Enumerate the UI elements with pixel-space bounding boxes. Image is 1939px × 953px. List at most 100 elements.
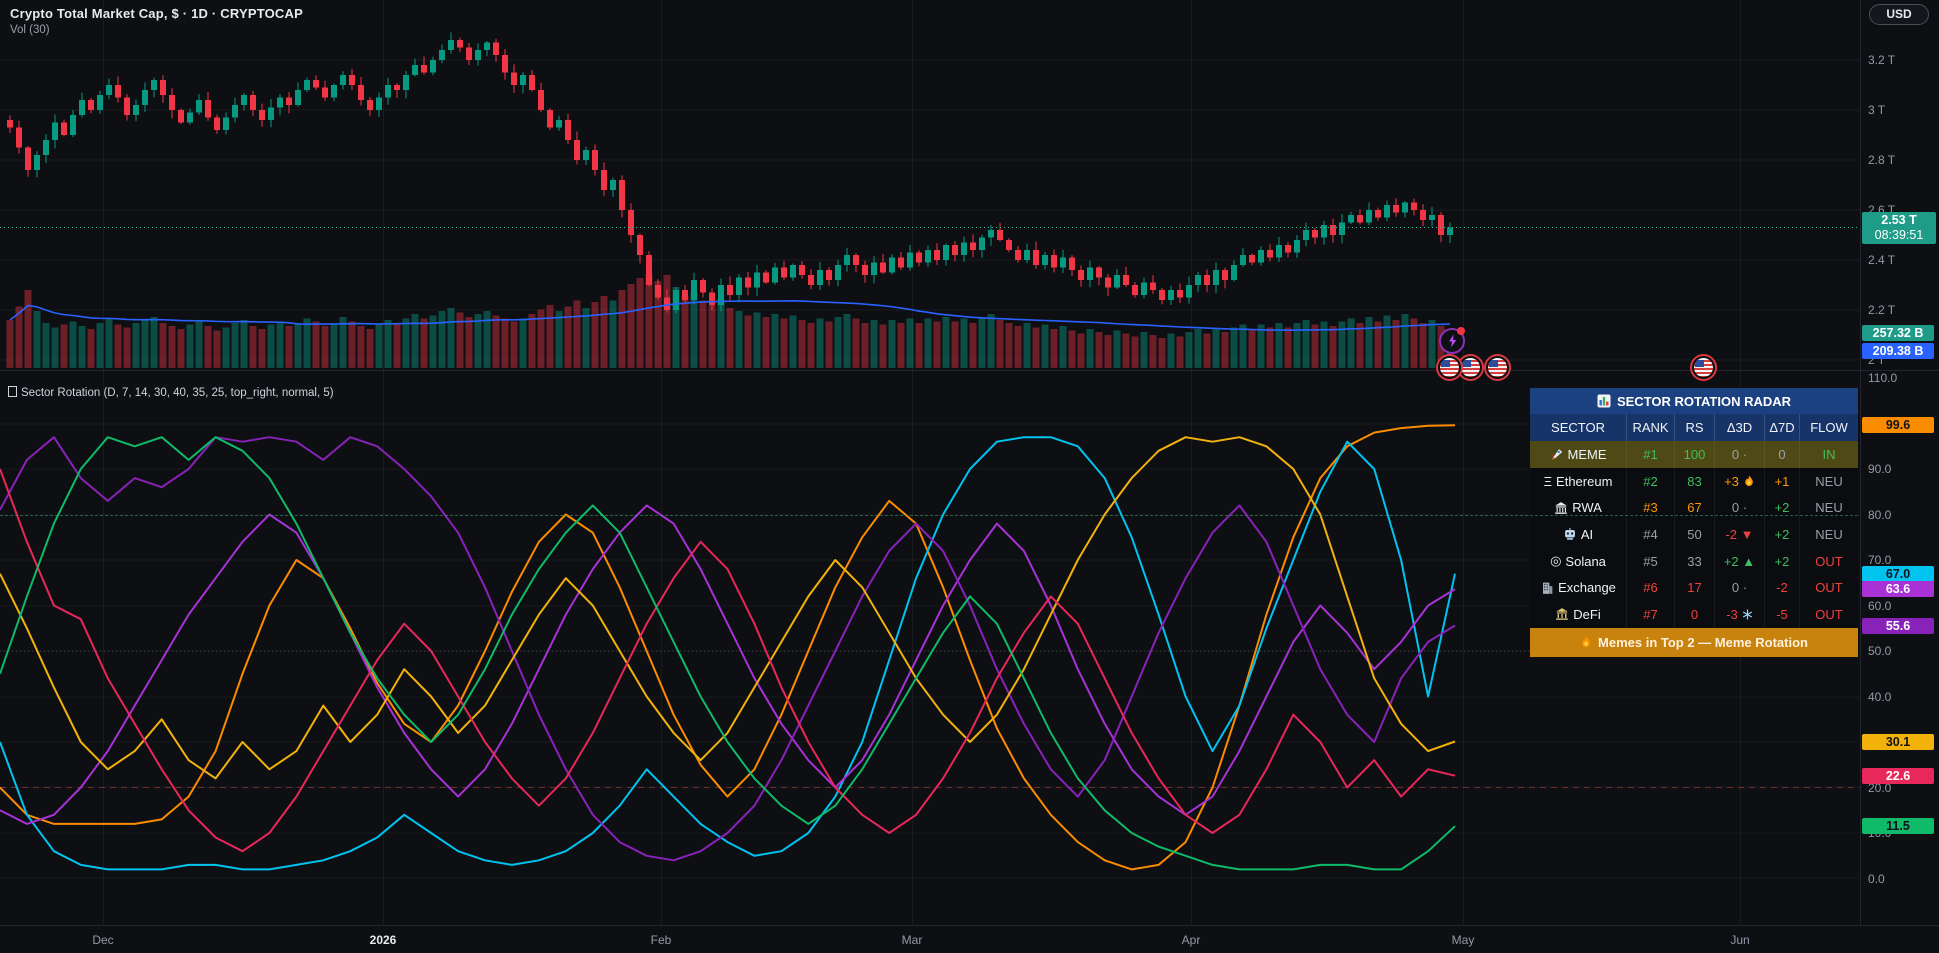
radar-col-sector: SECTOR: [1530, 414, 1627, 441]
indicator-value-badge: 67.0: [1862, 565, 1934, 582]
radar-cell: #1: [1627, 441, 1675, 468]
radar-cell: 67: [1675, 494, 1715, 522]
radar-cell: #7: [1627, 601, 1675, 628]
radar-row-rwa: RWA #3 67 0 · +2 NEU: [1530, 494, 1858, 522]
time-axis-label[interactable]: Jun: [1730, 933, 1750, 947]
radar-row-ai: AI #4 50 -2 ▼ +2 NEU: [1530, 521, 1858, 548]
pane-separator[interactable]: [0, 370, 1939, 371]
rocket-icon: [1550, 447, 1564, 461]
radar-cell: NEU: [1815, 526, 1843, 542]
last-price-badge: 2.53 T 08:39:51: [1862, 211, 1936, 244]
radar-cell: +1: [1765, 467, 1800, 495]
rotation-line-rwa[interactable]: [0, 504, 1456, 825]
chart-canvas[interactable]: [0, 0, 1939, 925]
us-flag: [1461, 358, 1480, 377]
radar-table-header: SECTOR RANK RS Δ3D Δ7D FLOW: [1530, 414, 1858, 441]
us-economic-event-flag-icon[interactable]: [1436, 354, 1463, 381]
radar-cell: +2 ▲: [1715, 547, 1765, 575]
time-axis-label[interactable]: Mar: [901, 933, 923, 947]
volume-ma-badge: 209.38 B: [1862, 343, 1934, 359]
time-axis-label[interactable]: May: [1451, 933, 1475, 947]
time-axis-separator: [0, 925, 1939, 926]
robot-icon: [1563, 527, 1577, 541]
radar-sector-cell: RWA: [1530, 494, 1627, 522]
time-axis-label[interactable]: Apr: [1181, 933, 1201, 947]
radar-col-δ3d: Δ3D: [1715, 414, 1765, 441]
rotation-line-defi[interactable]: [0, 436, 1456, 871]
indicator-axis-label: 90.0: [1868, 462, 1892, 476]
us-economic-event-flag-icon[interactable]: [1484, 354, 1511, 381]
indicator-axis-label: 40.0: [1868, 689, 1892, 704]
economic-event-alert-icon[interactable]: [1439, 327, 1465, 354]
time-axis-label[interactable]: Dec: [92, 933, 114, 947]
radar-cell: OUT: [1815, 580, 1843, 596]
indicator-value-badge: 22.6: [1862, 767, 1934, 784]
radar-cell: #2: [1627, 467, 1675, 495]
radar-sector-cell: Ξ Ethereum: [1530, 467, 1627, 495]
rotation-line-meme[interactable]: [0, 424, 1456, 871]
sector-rotation-indicator-label[interactable]: Sector Rotation (D, 7, 14, 30, 40, 35, 2…: [8, 386, 334, 399]
radar-row-solana: ◎ Solana #5 33 +2 ▲ +2 OUT: [1530, 547, 1858, 575]
us-economic-event-flag-icon[interactable]: [1457, 354, 1484, 381]
radar-cell: 100: [1675, 441, 1715, 468]
sector-rotation-radar-table: SECTOR ROTATION RADAR SECTOR RANK RS Δ3D Δ7D F…: [1530, 388, 1858, 657]
radar-sector-cell: DeFi: [1530, 601, 1627, 628]
us-economic-event-flag-icon[interactable]: [1690, 354, 1717, 381]
radar-table-footer: Memes in Top 2 — Meme Rotation: [1530, 627, 1858, 657]
radar-cell: +2: [1765, 494, 1800, 522]
indicator-axis-label: 80.0: [1868, 507, 1892, 522]
radar-row-meme: MEME #1 100 0 · 0 IN: [1530, 441, 1858, 468]
radar-row-ethereum: Ξ Ethereum #2 83 +3 +1 NEU: [1530, 467, 1858, 495]
radar-cell: NEU: [1815, 500, 1843, 516]
radar-cell: 0: [1765, 441, 1800, 468]
price-axis-label: 3.2 T: [1868, 53, 1896, 67]
radar-col-δ7d: Δ7D: [1765, 414, 1800, 441]
radar-cell: +3: [1715, 467, 1765, 495]
radar-cell: 0 ·: [1715, 494, 1765, 522]
indicator-value-badge: 99.6: [1862, 417, 1934, 434]
radar-cell: #5: [1627, 547, 1675, 575]
radar-cell: 33: [1675, 547, 1715, 575]
snow-icon: [1742, 609, 1753, 620]
fire-icon: [1743, 475, 1755, 488]
radar-col-rank: RANK: [1627, 414, 1675, 441]
radar-row-exchange: Exchange #6 17 0 · -2 OUT: [1530, 574, 1858, 602]
rotation-line-ethereum[interactable]: [0, 436, 1456, 871]
radar-sector-cell: Exchange: [1530, 574, 1627, 602]
indicator-value-badge: 30.1: [1862, 733, 1934, 750]
time-axis-label[interactable]: 2026: [369, 933, 397, 947]
indicator-axis-label: 50.0: [1868, 644, 1892, 658]
radar-cell: +2: [1765, 547, 1800, 575]
vault-icon: [1555, 607, 1569, 621]
radar-cell: 0 ·: [1715, 441, 1765, 468]
currency-toggle-button[interactable]: USD: [1869, 4, 1929, 25]
symbol-title[interactable]: Crypto Total Market Cap, $ · 1D · CRYPTO…: [10, 6, 303, 21]
radar-cell: #3: [1627, 494, 1675, 522]
indicator-axis-label: 60.0: [1868, 598, 1892, 613]
radar-cell: -2: [1765, 574, 1800, 602]
radar-cell: #6: [1627, 574, 1675, 602]
time-axis-label[interactable]: Feb: [650, 933, 672, 947]
rotation-line-ai[interactable]: [0, 436, 1456, 862]
radar-cell: OUT: [1815, 606, 1843, 622]
rotation-line-exchange[interactable]: [0, 468, 1456, 853]
volume-indicator-label[interactable]: Vol (30): [10, 24, 50, 36]
solana-icon: ◎: [1550, 553, 1562, 569]
radar-cell: OUT: [1815, 553, 1843, 569]
rotation-line-solana[interactable]: [0, 436, 1456, 780]
radar-cell: IN: [1822, 446, 1836, 462]
price-axis-label: 3 T: [1868, 103, 1886, 117]
volume-ma-line: [9, 300, 1451, 331]
radar-col-flow: FLOW: [1810, 420, 1848, 435]
fire-icon: [1580, 636, 1592, 649]
indicator-value-badge: 55.6: [1862, 617, 1934, 634]
volume-bars: [6, 273, 1454, 368]
building-icon: [1540, 581, 1554, 595]
bank-icon: [1554, 501, 1568, 515]
price-axis-label: 2.4 T: [1868, 253, 1896, 267]
us-flag: [1488, 358, 1507, 377]
radar-cell: +2: [1765, 521, 1800, 548]
candlesticks: [7, 32, 1453, 314]
radar-sector-cell: ◎ Solana: [1530, 547, 1627, 575]
